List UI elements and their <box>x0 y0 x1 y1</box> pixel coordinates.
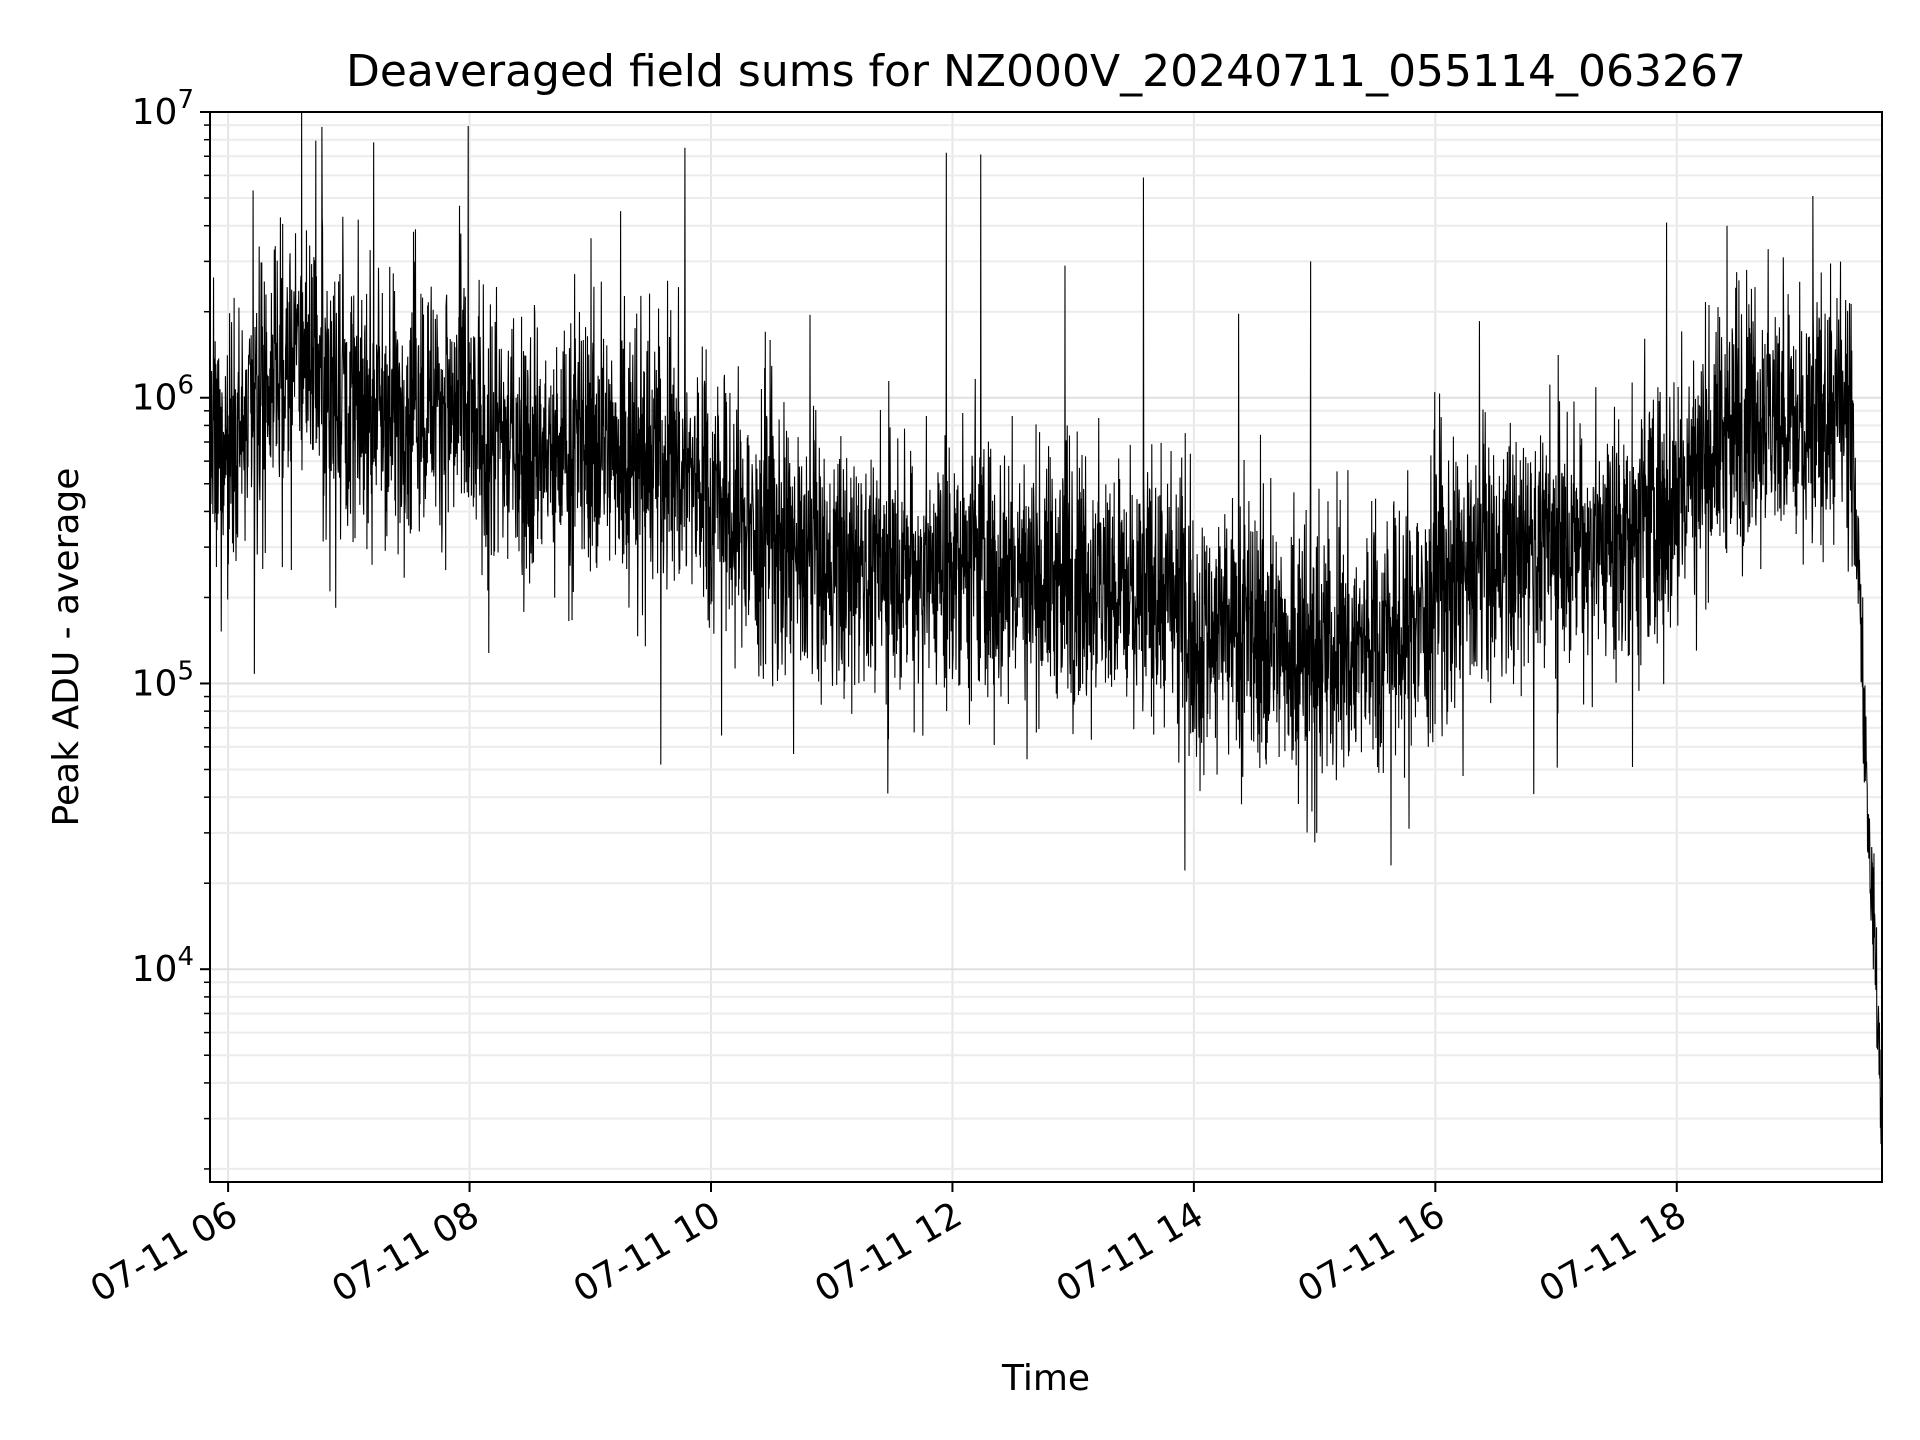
y-tick-label: 104 <box>132 942 194 990</box>
grid-lines <box>210 111 1882 1182</box>
x-tick-label: 07-11 14 <box>1050 1194 1211 1310</box>
y-tick-label: 106 <box>132 371 194 419</box>
x-axis-label: Time <box>1001 1358 1090 1399</box>
y-tick-label: 107 <box>132 85 194 133</box>
x-tick-label: 07-11 10 <box>567 1194 728 1310</box>
x-axis: 07-11 06 07-11 08 07-11 10 07-11 12 07-11 14… <box>84 1182 1693 1311</box>
x-tick-label: 07-11 12 <box>808 1194 969 1310</box>
y-tick-exponent: 7 <box>177 85 194 115</box>
y-tick-base: 10 <box>132 378 178 419</box>
y-tick-base: 10 <box>132 949 178 990</box>
plot-frame <box>209 111 1883 1183</box>
series-layer <box>209 111 1883 1145</box>
x-tick-label: 07-11 08 <box>325 1194 486 1310</box>
y-tick-base: 10 <box>132 92 178 133</box>
y-axis-label: Peak ADU - average <box>46 468 87 827</box>
y-tick-exponent: 5 <box>177 656 194 686</box>
x-tick-label: 07-11 18 <box>1533 1194 1694 1310</box>
chart-title: Deaveraged field sums for NZ000V_2024071… <box>346 46 1746 97</box>
y-tick-base: 10 <box>132 663 178 704</box>
x-tick-label: 07-11 06 <box>84 1194 245 1310</box>
y-tick-exponent: 6 <box>177 371 194 401</box>
x-tick-label: 07-11 16 <box>1291 1194 1452 1310</box>
y-tick-label: 105 <box>132 656 194 704</box>
series-line <box>209 111 1883 1145</box>
y-tick-exponent: 4 <box>177 942 194 972</box>
